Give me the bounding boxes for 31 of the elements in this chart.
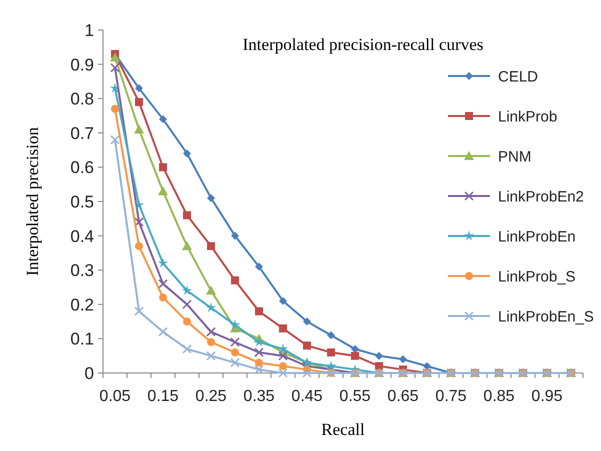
legend-label: LinkProb_S	[498, 268, 576, 286]
y-tick-label: 0.7	[70, 124, 94, 143]
x-tick-label: 0.75	[435, 388, 467, 405]
x-axis-title: Recall	[321, 420, 365, 439]
y-tick-label: 0.4	[70, 226, 94, 246]
y-tick-label: 0.2	[70, 295, 94, 314]
x-tick-label: 0.95	[531, 388, 563, 405]
legend-label: CELD	[498, 68, 538, 86]
x-tick-label: 0.55	[339, 388, 371, 405]
legend-label: LinkProbEn_S	[498, 308, 594, 326]
x-tick-label: 0.05	[99, 388, 131, 405]
x-tick-label: 0.85	[483, 388, 515, 405]
y-tick-label: 0.9	[70, 55, 94, 74]
y-tick-label: 0.8	[70, 90, 94, 109]
x-tick-label: 0.35	[243, 388, 275, 405]
x-tick-label: 0.45	[291, 388, 323, 405]
legend-label: LinkProbEn2	[498, 188, 584, 206]
legend-label: PNM	[498, 148, 532, 166]
y-tick-label: 0	[84, 364, 94, 383]
chart-title: Interpolated precision-recall curves	[242, 35, 484, 54]
y-tick-label: 1	[84, 20, 94, 40]
y-tick-label: 0.5	[70, 192, 94, 212]
x-tick-label: 0.15	[147, 388, 179, 405]
legend-label: LinkProbEn	[498, 228, 576, 246]
y-tick-label: 0.6	[70, 158, 94, 178]
legend-label: LinkProb	[498, 108, 558, 126]
y-axis-title: Interpolated precision	[23, 126, 42, 276]
y-tick-label: 0.3	[70, 261, 94, 280]
x-tick-label: 0.65	[387, 388, 419, 405]
x-tick-label: 0.25	[195, 388, 227, 405]
y-tick-label: 0.1	[70, 330, 94, 349]
